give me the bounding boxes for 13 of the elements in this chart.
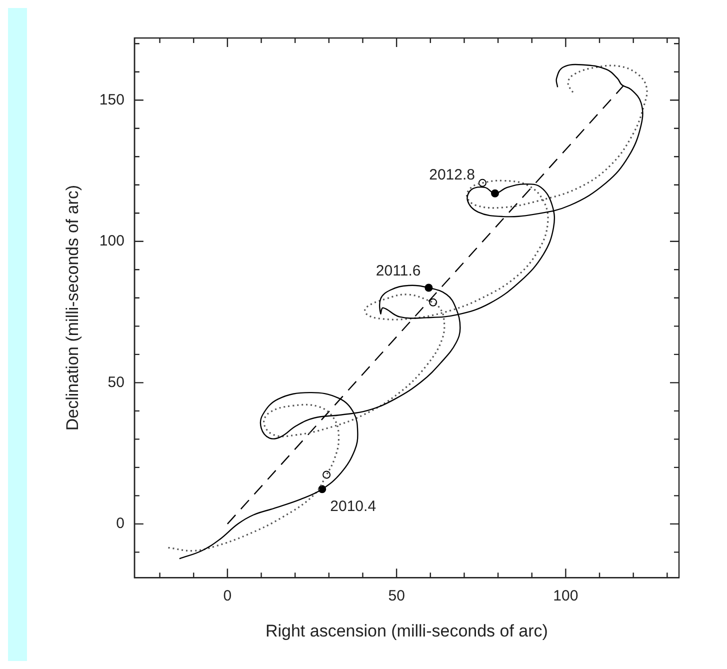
y-tick-label: 50 xyxy=(108,374,124,391)
y-tick-label: 150 xyxy=(99,91,124,108)
y-tick-label: 100 xyxy=(99,232,124,250)
annotation: 2011.6 xyxy=(376,262,421,280)
y-axis-title: Declination (milli-seconds of arc) xyxy=(62,184,82,431)
annotation: 2012.8 xyxy=(429,166,475,184)
x-tick-label: 50 xyxy=(388,588,405,605)
annotation: 2010.4 xyxy=(330,498,376,516)
point xyxy=(478,178,486,187)
y-tick-label: 0 xyxy=(116,515,124,532)
x-axis-title: Right ascension (milli-seconds of arc) xyxy=(265,621,548,640)
x-tick-label: 0 xyxy=(223,588,232,605)
x-tick-label: 100 xyxy=(553,588,578,605)
